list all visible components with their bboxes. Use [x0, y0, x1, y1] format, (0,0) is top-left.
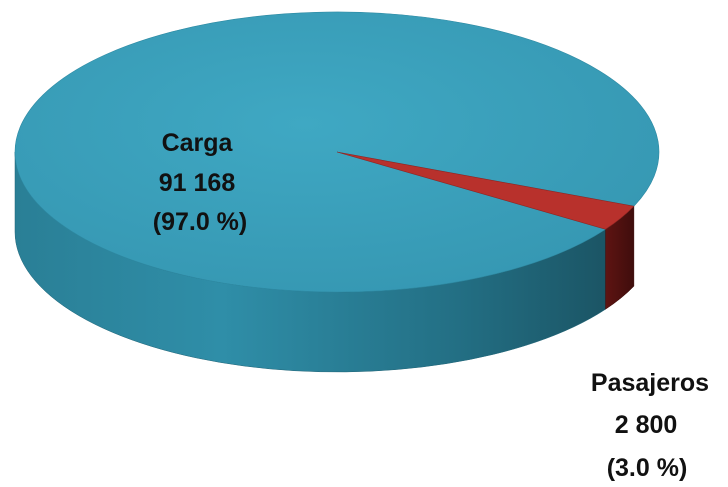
- pie-slice-pasajeros: [336, 151, 635, 230]
- slice-percent-carga: (97.0 %): [153, 208, 247, 236]
- slice-label-carga: Carga: [162, 129, 234, 157]
- pie-top-layer: [14, 11, 660, 293]
- slice-percent-pasajeros: (3.0 %): [607, 454, 688, 482]
- slice-value-carga: 91 168: [159, 169, 236, 197]
- slice-label-pasajeros: Pasajeros: [591, 369, 709, 397]
- slice-value-pasajeros: 2 800: [615, 411, 678, 439]
